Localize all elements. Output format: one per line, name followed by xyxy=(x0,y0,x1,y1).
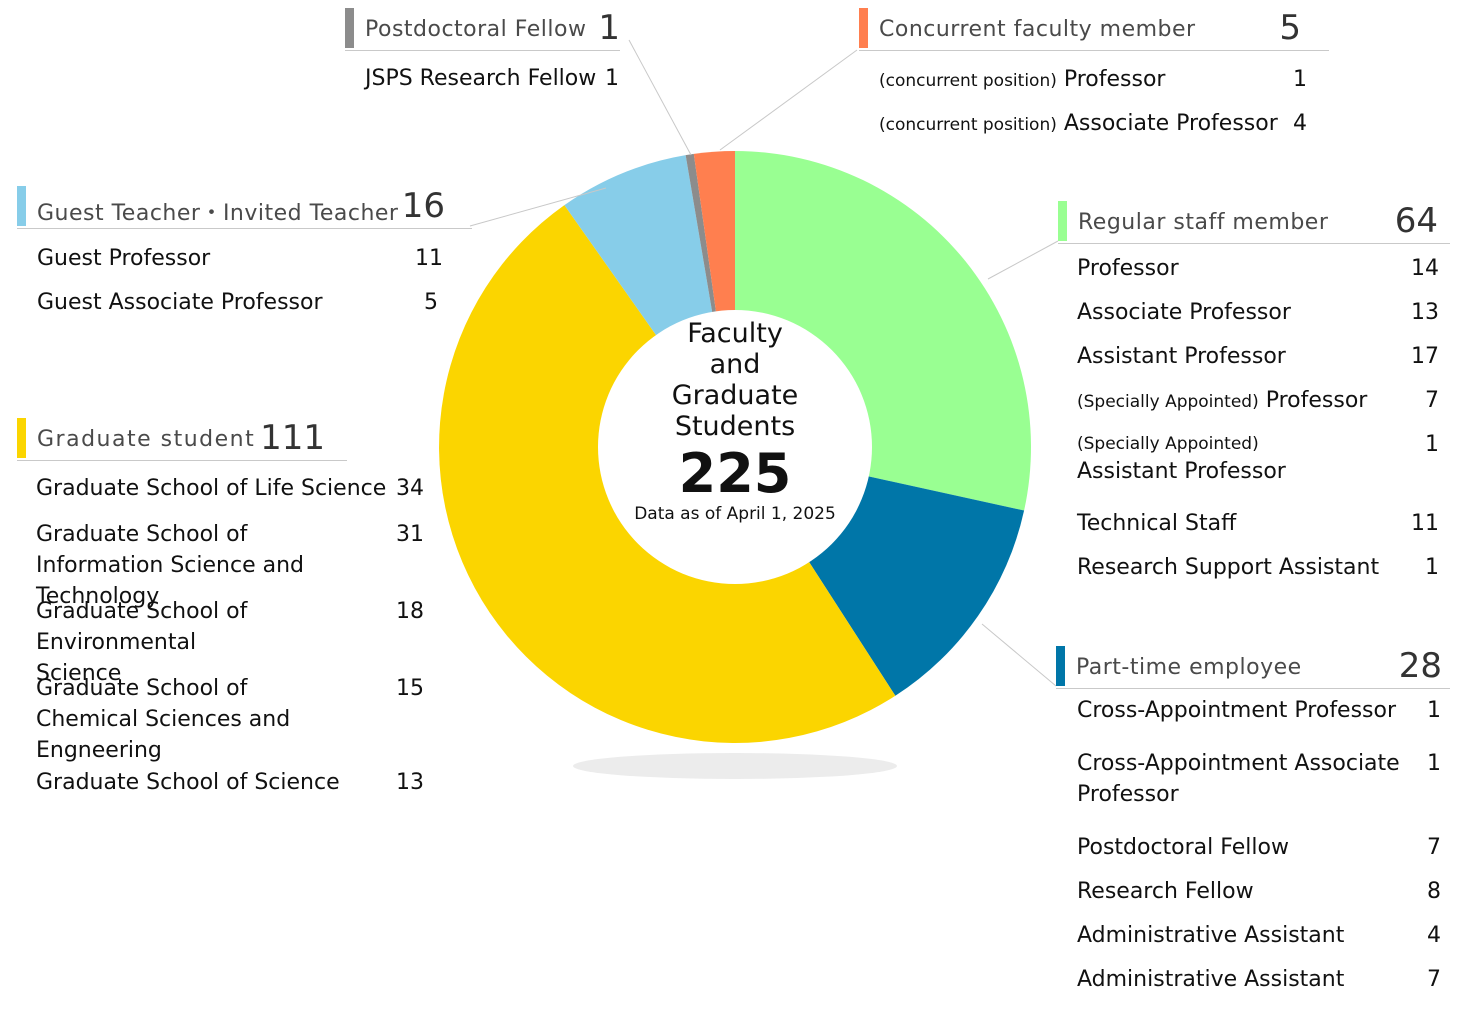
item-label: JSPS Research Fellow xyxy=(365,66,597,91)
item-prefix: (Specially Appointed) xyxy=(1077,392,1259,412)
item-value: 5 xyxy=(424,290,438,315)
item-label: Technical Staff xyxy=(1077,511,1237,536)
item-value: 31 xyxy=(396,522,424,547)
legend-swatch xyxy=(1056,646,1065,686)
legend-swatch xyxy=(17,418,26,458)
group-header: Postdoctoral Fellow 1 xyxy=(345,8,620,51)
item-value: 14 xyxy=(1411,256,1439,281)
legend-swatch xyxy=(1058,201,1067,241)
leader-lines xyxy=(469,39,1059,687)
group-regular: Regular staff member 64 xyxy=(1058,201,1450,244)
item-label: Graduate School of Information Science a… xyxy=(36,522,305,609)
item-value: 4 xyxy=(1427,923,1441,948)
item-label: Assistant Professor xyxy=(1077,344,1286,369)
donut-center-label: Faculty and Graduate Students 225 Data a… xyxy=(585,318,885,524)
item-label: Professor xyxy=(1077,256,1179,281)
group-total: 1 xyxy=(598,8,620,48)
center-data-date: Data as of April 1, 2025 xyxy=(634,504,836,524)
item-prefix: (concurrent position) xyxy=(879,71,1057,91)
group-label: Regular staff member xyxy=(1078,210,1329,235)
center-total: 225 xyxy=(678,442,792,505)
group-parttime: Part-time employee 28 xyxy=(1056,646,1450,689)
group-header: Guest Teacher・Invited Teacher 16 xyxy=(17,186,472,229)
legend-swatch xyxy=(859,8,868,48)
item-value: 13 xyxy=(396,770,424,795)
group-label: Graduate student xyxy=(37,427,256,452)
item-value: 4 xyxy=(1293,111,1307,136)
group-guest: Guest Teacher・Invited Teacher 16 Guest P… xyxy=(17,186,472,315)
item-value: 7 xyxy=(1427,835,1441,860)
item-label: Guest Associate Professor xyxy=(37,290,323,315)
item-value: 8 xyxy=(1427,879,1441,904)
item-value: 1 xyxy=(605,66,619,91)
item-label: Administrative Assistant xyxy=(1077,923,1345,948)
item-label: Associate Professor xyxy=(1077,300,1291,325)
group-total: 28 xyxy=(1398,646,1442,686)
item-value: 34 xyxy=(396,476,424,501)
item-label: Cross-Appointment Professor xyxy=(1077,698,1397,723)
group-postdoc: Postdoctoral Fellow 1 JSPS Research Fell… xyxy=(345,8,620,91)
item-label: Graduate School of Life Science xyxy=(36,476,387,501)
item-label: Administrative Assistant xyxy=(1077,967,1345,992)
legend-swatch xyxy=(17,186,26,226)
item-label: Research Support Assistant xyxy=(1077,555,1380,580)
item-prefix: (Specially Appointed) xyxy=(1077,434,1259,454)
group-total: 5 xyxy=(1279,8,1301,48)
item-value: 1 xyxy=(1427,698,1441,723)
group-label: Part-time employee xyxy=(1076,655,1302,680)
item-value: 11 xyxy=(1411,511,1439,536)
item-value: 17 xyxy=(1411,344,1439,369)
group-total: 16 xyxy=(401,186,445,226)
center-title-line: Graduate xyxy=(671,380,799,411)
item-label: Research Fellow xyxy=(1077,879,1254,904)
item-value: 1 xyxy=(1293,67,1307,92)
item-label: Guest Professor xyxy=(37,246,211,271)
group-header: Regular staff member 64 xyxy=(1058,201,1450,244)
item-value: 7 xyxy=(1425,388,1439,413)
item-value: 1 xyxy=(1425,555,1439,580)
item-value: 1 xyxy=(1425,432,1439,457)
item-label: Postdoctoral Fellow xyxy=(1077,835,1289,860)
item-label: Graduate School of Science xyxy=(36,770,340,795)
group-total: 111 xyxy=(260,418,325,458)
item-value: 1 xyxy=(1427,751,1441,776)
center-title-line: and xyxy=(709,349,761,380)
group-graduate: Graduate student 111 xyxy=(17,418,347,461)
center-title-line: Students xyxy=(674,411,796,442)
center-title-line: Faculty xyxy=(687,318,783,349)
item-label: Professor xyxy=(1063,67,1166,92)
donut-hole xyxy=(598,310,872,584)
item-value: 7 xyxy=(1427,967,1441,992)
item-label: Professor xyxy=(1265,388,1368,413)
group-concurrent: Concurrent faculty member 5 (concurrent … xyxy=(859,8,1329,136)
item-label: Cross-Appointment Associate Professor xyxy=(1077,751,1400,807)
group-label: Guest Teacher・Invited Teacher xyxy=(37,201,399,226)
chart-shadow xyxy=(573,753,897,779)
item-value: 13 xyxy=(1411,300,1439,325)
group-header: Graduate student 111 xyxy=(17,418,347,461)
group-header: Part-time employee 28 xyxy=(1056,646,1450,689)
item-label: Graduate School of Environmental Science xyxy=(36,599,248,686)
legend-swatch xyxy=(345,8,354,48)
item-label: Associate Professor xyxy=(1063,111,1278,136)
group-label: Postdoctoral Fellow xyxy=(365,17,587,42)
item-value: 15 xyxy=(396,676,424,701)
item-label: Graduate School of Chemical Sciences and… xyxy=(36,676,291,763)
group-header: Concurrent faculty member 5 xyxy=(859,8,1329,51)
item-value: 11 xyxy=(415,246,443,271)
item-prefix: (concurrent position) xyxy=(879,115,1057,135)
item-value: 18 xyxy=(396,599,424,624)
item-label: Assistant Professor xyxy=(1077,459,1286,484)
list-item: (Specially Appointed) Assistant Professo… xyxy=(1077,429,1439,491)
group-total: 64 xyxy=(1394,201,1438,241)
group-label: Concurrent faculty member xyxy=(879,17,1196,42)
